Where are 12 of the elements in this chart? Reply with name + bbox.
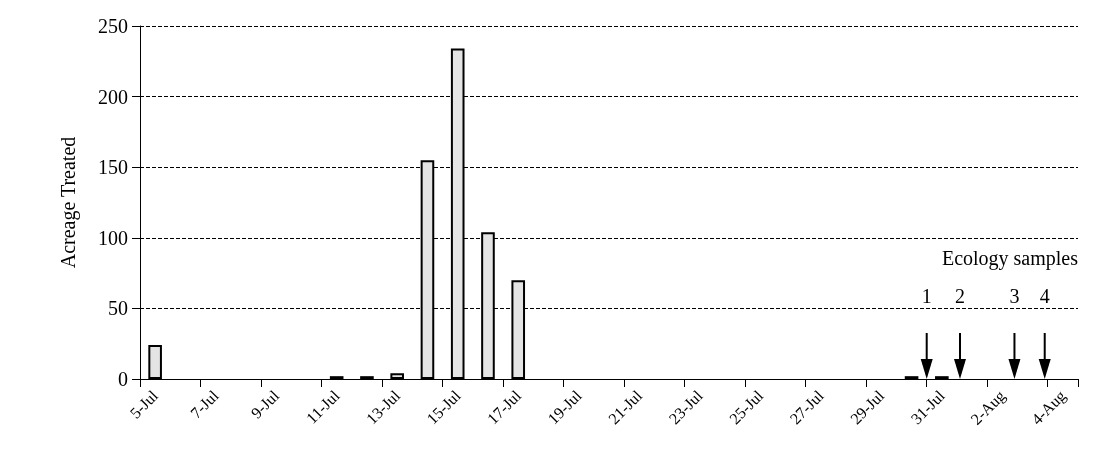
y-tick-label: 100 <box>98 226 128 249</box>
y-tick-label: 50 <box>108 297 128 320</box>
annotation: Ecology samples <box>941 247 1079 271</box>
annotation: 4 <box>1039 285 1050 308</box>
y-tick-label: 150 <box>98 156 128 179</box>
y-tick-label: 200 <box>98 85 128 108</box>
y-tick-label: 250 <box>98 15 128 37</box>
y-tick-label: 0 <box>118 368 128 390</box>
y-axis-title: Acreage Treated <box>57 136 80 269</box>
annotation: 2 <box>954 285 965 308</box>
annotation: 3 <box>1009 285 1020 308</box>
annotation: 1 <box>921 285 932 308</box>
